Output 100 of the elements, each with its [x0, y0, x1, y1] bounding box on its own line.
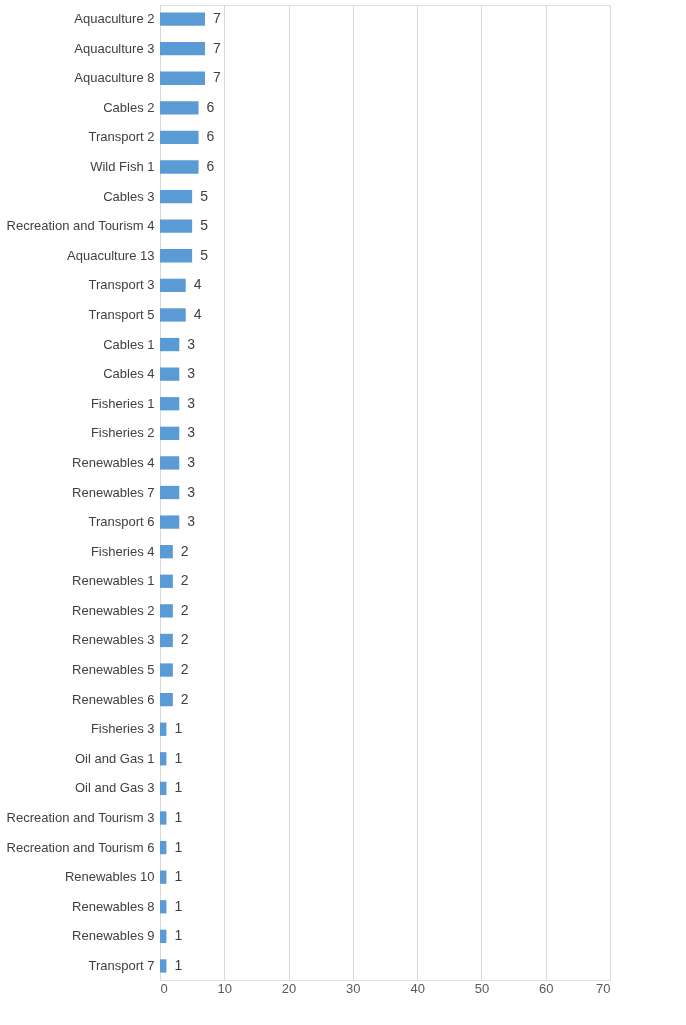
data-label: 3: [187, 424, 196, 441]
data-label: 1: [174, 838, 183, 855]
data-label: 1: [174, 897, 183, 914]
data-label: 3: [187, 513, 196, 530]
y-tick-label: Aquaculture 2: [74, 11, 155, 27]
bar: [160, 337, 180, 352]
y-tick-label: Renewables 6: [72, 691, 155, 707]
x-tick-label: 40: [410, 980, 425, 996]
bar: [160, 781, 167, 796]
bar: [160, 456, 180, 470]
bar: [160, 308, 186, 322]
data-label: 2: [180, 631, 189, 648]
bar: [160, 41, 205, 56]
bar: [160, 485, 180, 500]
x-tick-label: 0: [160, 980, 168, 996]
bar: [160, 633, 173, 648]
data-label: 7: [213, 39, 221, 56]
y-tick-label: Recreation and Tourism 6: [6, 839, 155, 855]
bar: [160, 367, 180, 381]
y-tick-label: Cables 1: [103, 336, 155, 352]
y-tick-label: Transport 6: [88, 514, 155, 530]
data-label: 5: [200, 187, 209, 204]
y-tick-label: Cables 2: [103, 99, 155, 115]
bar: [160, 604, 173, 618]
data-label: 1: [174, 956, 183, 973]
bar: [160, 959, 167, 973]
data-label: 6: [206, 128, 215, 145]
data-label: 2: [180, 601, 189, 618]
data-label: 1: [174, 927, 183, 944]
y-tick-label: Recreation and Tourism 4: [6, 218, 155, 234]
bar: [160, 397, 180, 411]
bar: [160, 160, 199, 174]
x-tick-label: 60: [538, 980, 554, 996]
y-tick-label: Oil and Gas 3: [75, 780, 155, 796]
data-label: 2: [180, 542, 189, 559]
x-tick-label: 20: [281, 980, 297, 996]
data-label: 5: [200, 217, 209, 234]
data-label: 7: [213, 10, 221, 27]
y-tick-label: Renewables 1: [72, 573, 155, 589]
data-label: 3: [187, 394, 196, 411]
data-label: 4: [193, 276, 202, 293]
y-tick-label: Cables 3: [103, 188, 155, 204]
bar: [160, 663, 173, 677]
data-label: 2: [180, 690, 189, 707]
y-tick-label: Renewables 7: [72, 484, 155, 500]
bar: [160, 900, 167, 914]
x-tick-label: 50: [474, 980, 490, 996]
bar: [160, 219, 193, 233]
y-tick-label: Fisheries 4: [90, 543, 155, 559]
bar: [160, 722, 167, 736]
data-label: 1: [174, 720, 183, 737]
data-label: 2: [180, 572, 189, 589]
data-label: 3: [187, 365, 196, 382]
bar: [160, 189, 193, 204]
data-label: 3: [187, 453, 196, 470]
data-label: 6: [206, 158, 215, 175]
y-tick-label: Transport 7: [88, 957, 155, 973]
y-tick-label: Renewables 2: [72, 602, 155, 618]
y-tick-label: Fisheries 3: [90, 721, 155, 737]
bar: [160, 101, 199, 115]
y-tick-label: Fisheries 2: [90, 425, 155, 441]
data-label: 7: [213, 69, 221, 86]
bar: [160, 278, 186, 293]
bar: [160, 870, 167, 884]
bar: [160, 811, 167, 825]
data-label: 1: [174, 749, 183, 766]
x-tick-label: 10: [217, 980, 233, 996]
bar: [160, 840, 167, 855]
data-label: 6: [206, 98, 215, 115]
bar: [160, 574, 173, 588]
y-tick-label: Fisheries 1: [90, 395, 155, 411]
y-tick-label: Oil and Gas 1: [75, 750, 155, 766]
y-tick-label: Renewables 8: [72, 898, 155, 914]
data-label: 1: [174, 808, 183, 825]
y-tick-label: Transport 3: [88, 277, 155, 293]
y-tick-label: Renewables 5: [72, 662, 155, 678]
data-label: 1: [174, 868, 183, 885]
y-tick-label: Wild Fish 1: [90, 159, 155, 175]
bar: [160, 929, 167, 944]
data-label: 2: [180, 661, 189, 678]
data-label: 5: [200, 246, 209, 263]
bar: [160, 515, 180, 529]
y-tick-label: Renewables 3: [72, 632, 155, 648]
data-label: 4: [193, 305, 202, 322]
y-tick-label: Renewables 10: [64, 869, 155, 885]
y-tick-label: Transport 5: [88, 306, 155, 322]
bar: [160, 426, 180, 440]
data-label: 3: [187, 335, 196, 352]
y-tick-label: Transport 2: [88, 129, 155, 145]
bar: [160, 545, 173, 559]
x-tick-label: 70: [596, 980, 611, 996]
y-tick-label: Aquaculture 3: [74, 40, 155, 56]
y-tick-label: Renewables 9: [72, 928, 155, 944]
y-tick-label: Cables 4: [103, 366, 155, 382]
bar: [160, 12, 205, 26]
bar: [160, 692, 173, 707]
y-tick-label: Aquaculture 13: [67, 247, 155, 263]
y-tick-label: Renewables 4: [72, 454, 155, 470]
bar: [160, 71, 205, 85]
bar: [160, 130, 199, 145]
